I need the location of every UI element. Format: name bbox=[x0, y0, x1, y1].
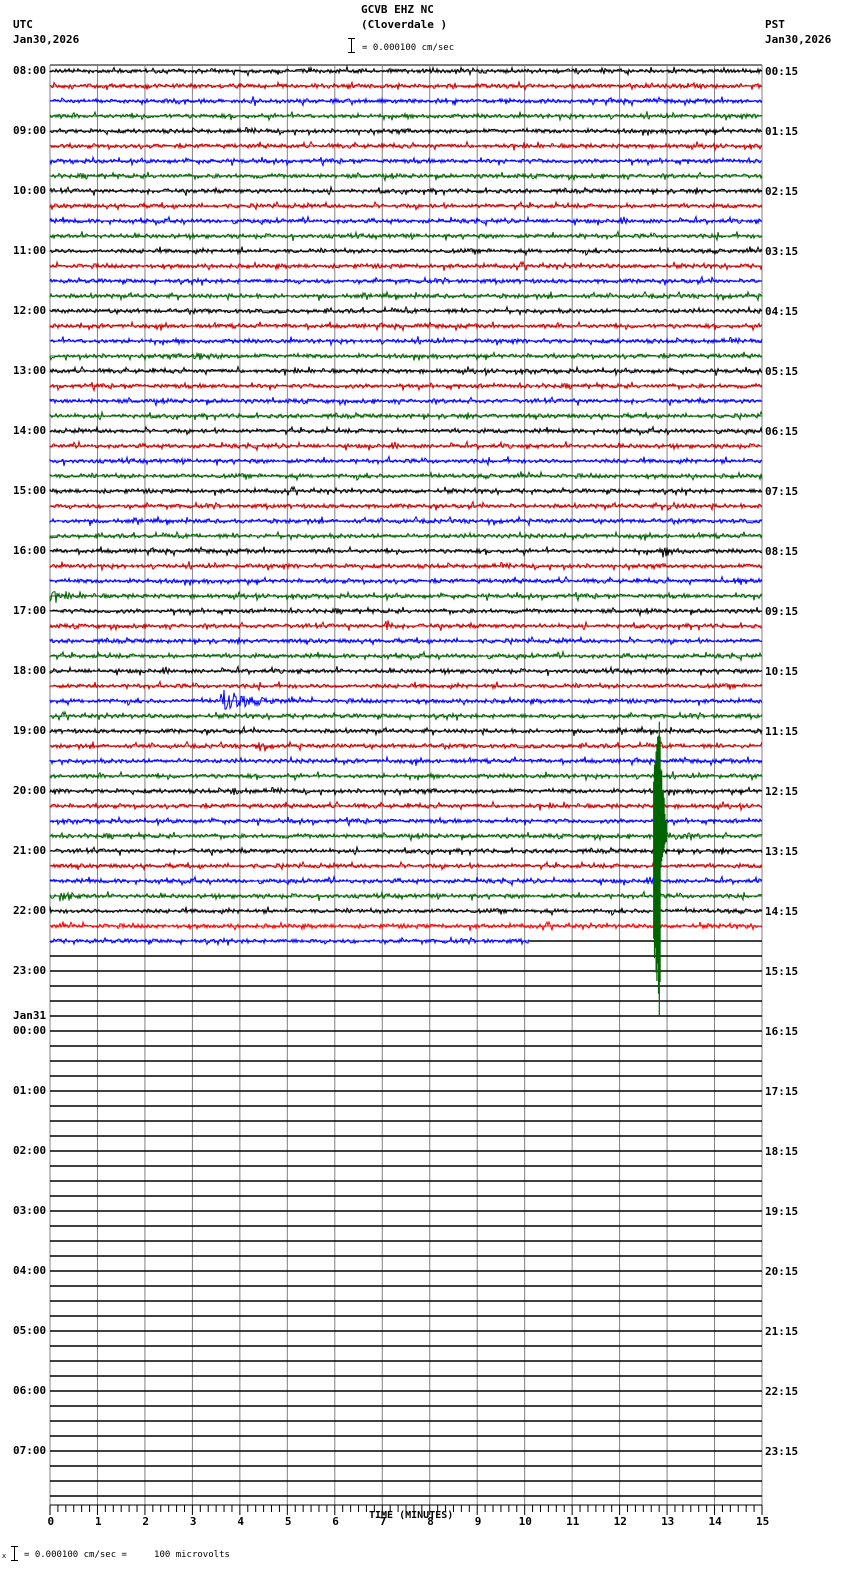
x-tick-label: 2 bbox=[142, 1515, 150, 1528]
scale-bar-cap-top bbox=[348, 38, 355, 39]
x-tick-label: 6 bbox=[332, 1515, 339, 1528]
seismic-trace bbox=[49, 725, 763, 737]
utc-hour-label: 04:00 bbox=[13, 1264, 47, 1277]
pst-hour-label: 06:15 bbox=[765, 425, 799, 438]
utc-hour-label: 12:00 bbox=[13, 304, 47, 317]
scale-bar-icon bbox=[351, 38, 352, 52]
pst-hour-label: 15:15 bbox=[765, 965, 799, 978]
utc-date-label: Jan31 bbox=[13, 1009, 47, 1022]
footer-scale-bar-icon bbox=[14, 1546, 15, 1560]
utc-hour-label: 11:00 bbox=[13, 244, 47, 257]
utc-hour-label: 16:00 bbox=[13, 544, 47, 557]
utc-hour-label: 00:00 bbox=[13, 1024, 47, 1037]
pst-hour-label: 23:15 bbox=[765, 1445, 799, 1458]
pst-hour-label: 22:15 bbox=[765, 1385, 799, 1398]
utc-hour-label: 15:00 bbox=[13, 484, 47, 497]
pst-hour-label: 03:15 bbox=[765, 245, 799, 258]
pst-hour-label: 17:15 bbox=[765, 1085, 799, 1098]
utc-hour-label: 06:00 bbox=[13, 1384, 47, 1397]
seismic-trace bbox=[49, 545, 763, 558]
utc-hour-label: 08:00 bbox=[13, 64, 47, 77]
footer-scale-prefix: x bbox=[2, 1552, 7, 1560]
utc-hour-label: 17:00 bbox=[13, 604, 47, 617]
x-tick-label: 11 bbox=[566, 1515, 580, 1528]
utc-hour-label: 18:00 bbox=[13, 664, 47, 677]
seismic-trace bbox=[49, 799, 763, 812]
seismic-trace bbox=[49, 185, 763, 197]
pst-hour-label: 20:15 bbox=[765, 1265, 799, 1278]
earthquake-signal bbox=[653, 721, 668, 1016]
utc-hour-label: 23:00 bbox=[13, 964, 47, 977]
utc-hour-label: 20:00 bbox=[13, 784, 47, 797]
station-title: GCVB EHZ NC bbox=[361, 3, 434, 16]
pst-hour-label: 18:15 bbox=[765, 1145, 799, 1158]
utc-hour-label: 13:00 bbox=[13, 364, 47, 377]
utc-hour-label: 10:00 bbox=[13, 184, 47, 197]
x-tick-label: 8 bbox=[427, 1515, 434, 1528]
utc-hour-label: 21:00 bbox=[13, 844, 47, 857]
pst-hour-label: 02:15 bbox=[765, 185, 799, 198]
seismic-trace bbox=[49, 935, 530, 947]
x-tick-label: 13 bbox=[661, 1515, 675, 1528]
seismic-trace bbox=[49, 710, 763, 722]
seismic-trace bbox=[49, 574, 763, 587]
seismic-trace bbox=[49, 305, 763, 317]
utc-hour-label: 22:00 bbox=[13, 904, 47, 917]
pst-hour-label: 07:15 bbox=[765, 485, 799, 498]
pst-hour-label: 12:15 bbox=[765, 785, 799, 798]
x-tick-label: 0 bbox=[47, 1515, 55, 1528]
utc-hour-label: 09:00 bbox=[13, 124, 47, 137]
utc-hour-label: 01:00 bbox=[13, 1084, 47, 1097]
seismic-trace bbox=[49, 689, 763, 710]
pst-hour-label: 13:15 bbox=[765, 845, 799, 858]
pst-hour-label: 01:15 bbox=[765, 125, 799, 138]
footer-scale-text: = 0.000100 cm/sec = 100 microvolts bbox=[24, 1550, 230, 1560]
pst-hour-label: 05:15 bbox=[765, 365, 799, 378]
seismic-trace bbox=[49, 590, 763, 604]
right-timezone: PST bbox=[765, 18, 785, 31]
utc-hour-label: 05:00 bbox=[13, 1324, 47, 1337]
x-tick-label: 4 bbox=[237, 1515, 244, 1528]
utc-hour-label: 07:00 bbox=[13, 1444, 47, 1457]
utc-hour-label: 02:00 bbox=[13, 1144, 47, 1157]
pst-hour-label: 09:15 bbox=[765, 605, 799, 618]
x-tick-label: 14 bbox=[708, 1515, 722, 1528]
pst-hour-label: 00:15 bbox=[765, 65, 799, 78]
x-tick-label: 12 bbox=[613, 1515, 627, 1528]
x-tick-label: 10 bbox=[518, 1515, 532, 1528]
pst-hour-label: 04:15 bbox=[765, 305, 799, 318]
scale-bar-cap-bottom bbox=[348, 52, 355, 53]
station-location: (Cloverdale ) bbox=[361, 18, 448, 31]
pst-hour-label: 19:15 bbox=[765, 1205, 799, 1218]
x-tick-label: 5 bbox=[284, 1515, 292, 1528]
utc-hour-label: 14:00 bbox=[13, 424, 47, 437]
footer-scale-cap-bottom bbox=[11, 1560, 18, 1561]
pst-hour-label: 14:15 bbox=[765, 905, 799, 918]
x-tick-label: 7 bbox=[379, 1515, 387, 1528]
x-tick-label: 9 bbox=[474, 1515, 482, 1528]
pst-hour-label: 08:15 bbox=[765, 545, 799, 558]
pst-hour-label: 16:15 bbox=[765, 1025, 799, 1038]
x-tick-label: 1 bbox=[94, 1515, 102, 1528]
pst-hour-label: 21:15 bbox=[765, 1325, 799, 1338]
pst-hour-label: 10:15 bbox=[765, 665, 799, 678]
x-tick-label: 15 bbox=[756, 1515, 770, 1528]
footer-scale-cap-top bbox=[11, 1546, 18, 1547]
utc-hour-label: 03:00 bbox=[13, 1204, 47, 1217]
right-date: Jan30,2026 bbox=[765, 33, 832, 46]
x-axis-title: TIME (MINUTES) bbox=[369, 1510, 454, 1521]
left-date: Jan30,2026 bbox=[13, 33, 80, 46]
left-timezone: UTC bbox=[13, 18, 33, 31]
x-tick-label: 3 bbox=[189, 1515, 197, 1528]
scale-text: = 0.000100 cm/sec bbox=[362, 43, 455, 53]
pst-hour-label: 11:15 bbox=[765, 725, 799, 738]
utc-hour-label: 19:00 bbox=[13, 724, 47, 737]
